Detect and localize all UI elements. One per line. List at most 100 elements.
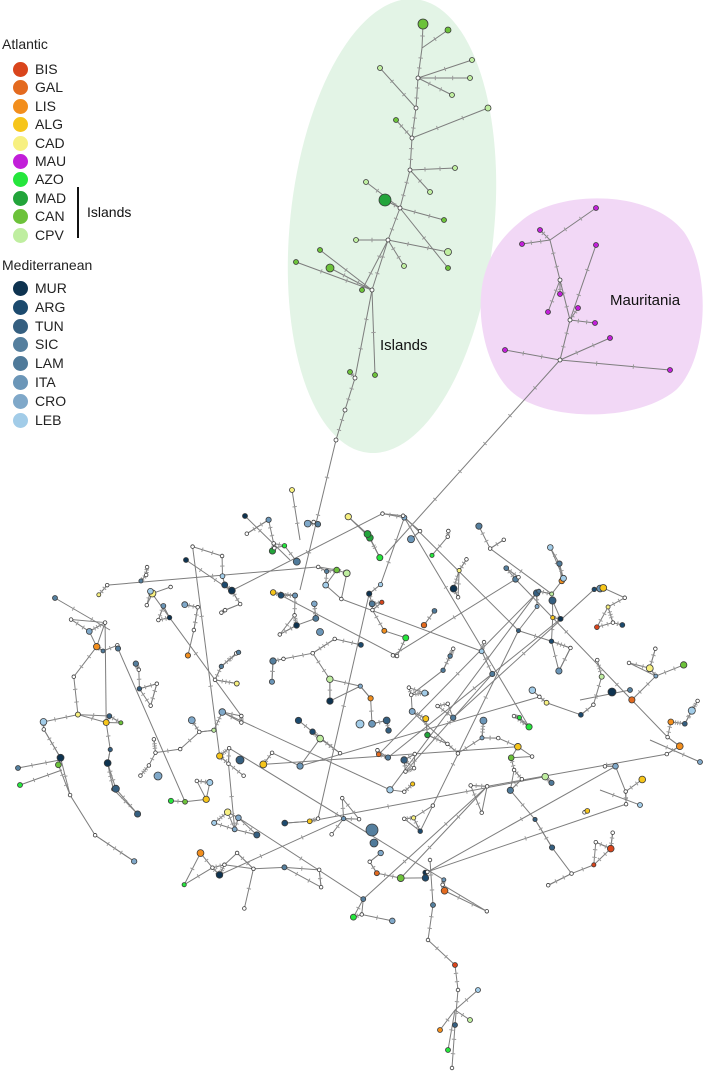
mutation-tick bbox=[320, 566, 324, 572]
mutation-tick bbox=[325, 641, 329, 646]
network-edge bbox=[150, 683, 158, 706]
haplotype-node bbox=[449, 584, 458, 593]
median-vector-node bbox=[407, 167, 413, 173]
median-vector-node bbox=[602, 764, 608, 769]
mutation-tick bbox=[315, 514, 321, 516]
mutation-tick bbox=[318, 646, 322, 651]
mutation-tick bbox=[336, 428, 342, 432]
haplotype-node bbox=[421, 689, 429, 697]
mutation-tick bbox=[119, 850, 123, 855]
median-vector-node bbox=[316, 867, 322, 873]
mutation-tick bbox=[436, 125, 439, 131]
mutation-tick bbox=[671, 747, 675, 753]
mutation-ticks bbox=[31, 35, 698, 1055]
haplotype-node bbox=[344, 513, 352, 521]
mutation-tick bbox=[221, 751, 225, 756]
median-vector-node bbox=[148, 703, 153, 708]
island-haplotype-node bbox=[377, 65, 383, 71]
mutation-tick bbox=[342, 273, 346, 278]
mutation-tick bbox=[443, 702, 446, 707]
mutation-tick bbox=[192, 621, 198, 624]
mutation-tick bbox=[437, 544, 442, 548]
mutation-tick bbox=[140, 577, 145, 581]
median-vector-node bbox=[610, 830, 615, 835]
network-edge bbox=[238, 817, 258, 836]
mutation-tick bbox=[235, 597, 240, 602]
mutation-tick bbox=[219, 863, 222, 868]
median-vector-node bbox=[665, 734, 670, 740]
mutation-tick bbox=[427, 845, 432, 850]
haplotype-node bbox=[367, 695, 374, 702]
legend-swatch-ita bbox=[13, 375, 28, 390]
mutation-tick bbox=[408, 763, 413, 768]
median-vector-node bbox=[545, 883, 551, 888]
haplotype-node bbox=[182, 798, 188, 805]
haplotype-node bbox=[242, 513, 248, 519]
haplotype-node bbox=[475, 522, 483, 530]
network-edge bbox=[253, 866, 285, 870]
mauritania-haplotype-node bbox=[607, 335, 613, 341]
island-haplotype-node bbox=[449, 92, 455, 98]
mutation-tick bbox=[63, 775, 68, 778]
mutation-tick bbox=[596, 664, 601, 667]
haplotype-node bbox=[437, 1027, 443, 1033]
mutation-tick bbox=[397, 648, 403, 652]
network-edge bbox=[73, 646, 98, 678]
mutation-tick bbox=[522, 721, 526, 726]
mutation-tick bbox=[514, 771, 519, 775]
haplotype-node bbox=[407, 535, 415, 544]
haplotype-node bbox=[292, 592, 299, 599]
legend-label-mad: MAD bbox=[35, 189, 67, 206]
haplotype-node bbox=[350, 913, 357, 921]
mutation-tick bbox=[519, 719, 524, 724]
mutation-tick bbox=[521, 651, 526, 656]
mutation-tick bbox=[445, 1018, 450, 1022]
median-vector-node bbox=[156, 617, 161, 623]
median-vector-node bbox=[397, 205, 403, 211]
mutation-tick bbox=[150, 697, 155, 700]
median-vector-node bbox=[222, 607, 228, 613]
mutation-tick bbox=[432, 735, 436, 741]
mutation-tick bbox=[328, 743, 332, 748]
network-edge bbox=[192, 546, 221, 757]
haplotype-node bbox=[452, 1022, 458, 1028]
haplotype-node-large bbox=[235, 755, 245, 765]
mutation-tick bbox=[220, 866, 225, 870]
legend-swatch-cad bbox=[13, 135, 28, 151]
haplotype-node bbox=[637, 802, 643, 808]
mutation-tick bbox=[533, 633, 537, 639]
mutation-tick bbox=[402, 764, 408, 767]
islands-region-shape bbox=[287, 0, 497, 454]
island-haplotype-node bbox=[401, 263, 407, 269]
haplotype-node bbox=[645, 664, 654, 673]
mutation-tick bbox=[446, 720, 451, 725]
haplotype-node bbox=[506, 786, 514, 794]
mutation-tick bbox=[407, 754, 411, 760]
mutation-tick bbox=[299, 856, 303, 861]
mutation-tick bbox=[231, 765, 236, 770]
mutation-tick bbox=[351, 640, 354, 646]
median-vector-node bbox=[143, 572, 149, 578]
network-edge bbox=[341, 598, 482, 652]
mutation-tick bbox=[444, 954, 448, 959]
islands-region-label: Islands bbox=[380, 337, 428, 354]
island-haplotype-node bbox=[293, 259, 299, 265]
network-edge bbox=[384, 630, 406, 639]
mutation-tick bbox=[335, 824, 340, 829]
mutation-tick bbox=[597, 667, 602, 670]
mutation-tick bbox=[454, 980, 460, 983]
haplotype-node bbox=[269, 589, 277, 596]
haplotype-node bbox=[259, 760, 268, 769]
mutation-tick bbox=[444, 661, 449, 665]
median-vector-node bbox=[239, 720, 244, 725]
mutation-tick bbox=[60, 773, 65, 777]
haplotype-node bbox=[160, 603, 167, 609]
mutation-tick bbox=[616, 621, 619, 627]
mutation-tick bbox=[373, 587, 377, 592]
haplotype-node bbox=[341, 816, 347, 822]
haplotype-node bbox=[425, 937, 431, 943]
haplotype-node bbox=[56, 753, 65, 762]
haplotype-node bbox=[605, 604, 611, 610]
mutation-tick bbox=[216, 817, 221, 822]
mutation-tick bbox=[219, 815, 223, 820]
